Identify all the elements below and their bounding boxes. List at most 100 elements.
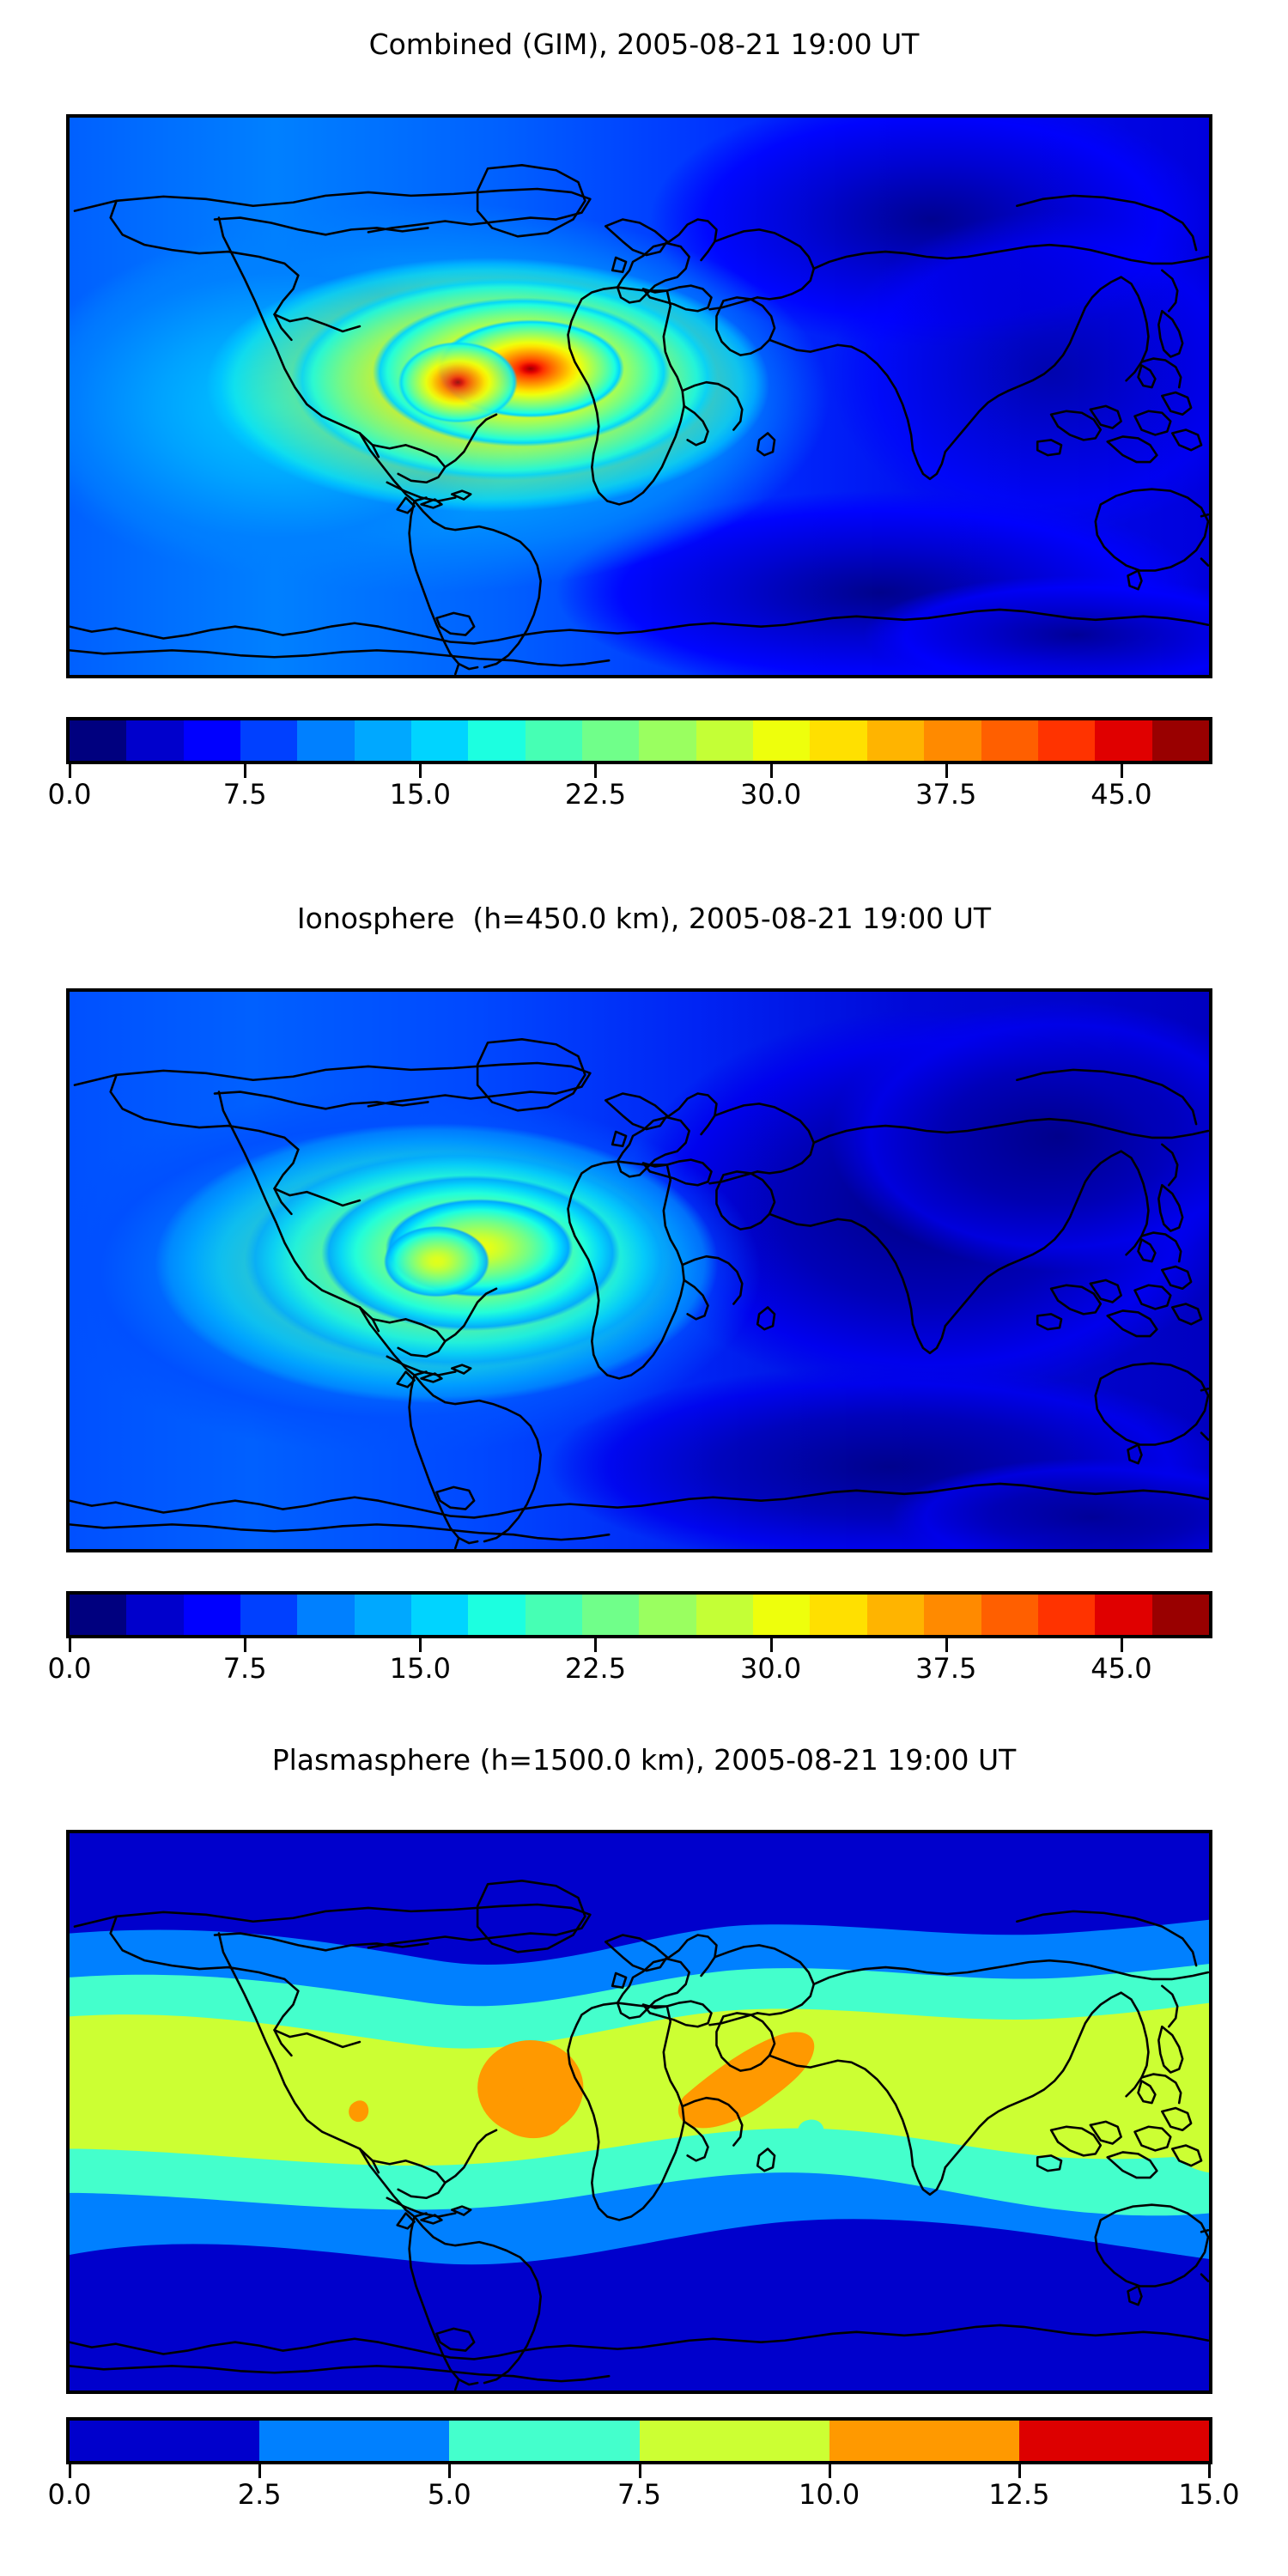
colorbar-tick-label-6: 15.0 (1178, 2478, 1240, 2511)
colorbar-tick-6 (1120, 1638, 1123, 1652)
colorbar-tick-label-6: 45.0 (1091, 1652, 1152, 1685)
colorbar-ticks-plasmasphere (66, 2464, 1212, 2478)
colorbar-segment-9 (582, 1595, 640, 1635)
colorbar-tick-label-4: 30.0 (739, 1652, 802, 1685)
colorbar-segment-18 (1095, 720, 1152, 761)
panel-combined-gim: Combined (GIM), 2005-08-21 19:00 UT (0, 0, 1288, 859)
colorbar-segment-13 (810, 1595, 867, 1635)
colorbar-segment-19 (1151, 720, 1209, 761)
colorbar-tick-2 (419, 764, 422, 778)
colorbar-tick-label-4: 10.0 (799, 2478, 860, 2511)
panel-ionosphere: Ionosphere (h=450.0 km), 2005-08-21 19:0… (0, 859, 1288, 1717)
colorbar-segment-1 (259, 2421, 450, 2461)
colorbar-segment-3 (240, 1595, 298, 1635)
map-ionosphere[interactable] (66, 988, 1212, 1552)
colorbar-gradient-ionosphere[interactable] (66, 1591, 1212, 1638)
colorbar-segment-15 (924, 720, 981, 761)
colorbar-combined: 0.0 7.5 15.0 22.5 30.0 37.5 45.0 (48, 717, 1212, 816)
colorbar-tick-label-4: 30.0 (739, 778, 802, 811)
colorbar-segment-5 (354, 720, 412, 761)
colorbar-tick-6 (1208, 2464, 1211, 2478)
colorbar-segment-12 (753, 720, 811, 761)
colorbar-segment-2 (183, 1595, 241, 1635)
colorbar-tick-6 (1120, 764, 1123, 778)
colorbar-segment-7 (468, 720, 526, 761)
colorbar-tick-label-0: 0.0 (47, 1652, 92, 1685)
colorbar-ionosphere: 0.0 7.5 15.0 22.5 30.0 37.5 45.0 (48, 1591, 1212, 1690)
colorbar-segment-10 (639, 720, 696, 761)
colorbar-segment-16 (981, 1595, 1038, 1635)
colorbar-segment-12 (753, 1595, 811, 1635)
colorbar-segment-3 (639, 2421, 829, 2461)
colorbar-tick-label-2: 15.0 (389, 1652, 451, 1685)
colorbar-gradient-plasmasphere[interactable] (66, 2417, 1212, 2464)
colorbar-tick-3 (594, 764, 598, 778)
colorbar-labels-ionosphere: 0.0 7.5 15.0 22.5 30.0 37.5 45.0 (48, 1652, 1212, 1690)
colorbar-segment-9 (582, 720, 640, 761)
colorbar-tick-1 (244, 764, 247, 778)
colorbar-segment-0 (70, 720, 127, 761)
colorbar-labels-plasmasphere: 0.0 2.5 5.0 7.5 10.0 12.5 15.0 (48, 2478, 1240, 2516)
colorbar-segment-5 (1018, 2421, 1209, 2461)
colorbar-segment-1 (126, 1595, 184, 1635)
panel-title-combined: Combined (GIM), 2005-08-21 19:00 UT (368, 27, 920, 61)
colorbar-segment-4 (297, 720, 355, 761)
colorbar-tick-4 (769, 764, 773, 778)
colorbar-segment-4 (829, 2421, 1019, 2461)
colorbar-segment-14 (866, 1595, 925, 1635)
colorbar-plasmasphere: 0.0 2.5 5.0 7.5 10.0 12.5 15.0 (48, 2417, 1240, 2516)
colorbar-tick-label-0: 0.0 (47, 778, 92, 811)
colorbar-tick-4 (769, 1638, 773, 1652)
colorbar-segment-10 (639, 1595, 696, 1635)
colorbar-tick-label-1: 7.5 (222, 1652, 267, 1685)
colorbar-tick-label-1: 7.5 (222, 778, 267, 811)
panel-title-plasmasphere: Plasmasphere (h=1500.0 km), 2005-08-21 1… (271, 1743, 1017, 1777)
colorbar-segment-4 (297, 1595, 355, 1635)
colorbar-segment-7 (468, 1595, 526, 1635)
colorbar-tick-label-3: 22.5 (564, 1652, 627, 1685)
colorbar-tick-0 (69, 764, 71, 778)
colorbar-segment-16 (981, 720, 1038, 761)
colorbar-gradient-combined[interactable] (66, 717, 1212, 764)
colorbar-tick-label-3: 7.5 (617, 2478, 661, 2511)
colorbar-tick-label-0: 0.0 (47, 2478, 92, 2511)
colorbar-segment-2 (449, 2421, 640, 2461)
colorbar-tick-3 (594, 1638, 598, 1652)
colorbar-tick-2 (448, 2464, 452, 2478)
colorbar-segment-6 (411, 1595, 469, 1635)
colorbar-tick-label-2: 5.0 (427, 2478, 471, 2511)
map-combined-gim[interactable] (66, 114, 1212, 678)
colorbar-tick-label-5: 37.5 (915, 778, 977, 811)
panel-plasmasphere: Plasmasphere (h=1500.0 km), 2005-08-21 1… (0, 1717, 1288, 2576)
colorbar-ticks-combined (66, 764, 1212, 778)
colorbar-segment-0 (70, 1595, 127, 1635)
colorbar-segment-17 (1037, 1595, 1096, 1635)
colorbar-segment-8 (525, 1595, 583, 1635)
colorbar-segment-0 (70, 2421, 260, 2461)
colorbar-segment-13 (810, 720, 867, 761)
colorbar-segment-3 (240, 720, 298, 761)
colorbar-segment-5 (354, 1595, 412, 1635)
tec-field-ionosphere (70, 992, 1209, 1549)
colorbar-segment-1 (126, 720, 184, 761)
colorbar-segment-19 (1151, 1595, 1209, 1635)
colorbar-tick-0 (69, 1638, 71, 1652)
colorbar-tick-1 (244, 1638, 247, 1652)
coastline-overlay-ionosphere (70, 992, 1209, 1549)
colorbar-tick-label-5: 12.5 (988, 2478, 1050, 2511)
colorbar-segment-11 (696, 720, 754, 761)
colorbar-tick-5 (945, 1638, 948, 1652)
colorbar-tick-0 (69, 2464, 71, 2478)
colorbar-segment-2 (183, 720, 241, 761)
colorbar-tick-label-2: 15.0 (389, 778, 451, 811)
colorbar-tick-3 (638, 2464, 641, 2478)
colorbar-tick-5 (1018, 2464, 1021, 2478)
colorbar-tick-4 (828, 2464, 831, 2478)
map-plasmasphere[interactable] (66, 1830, 1212, 2394)
coastline-overlay-combined (70, 118, 1209, 675)
colorbar-tick-label-1: 2.5 (237, 2478, 282, 2511)
colorbar-segment-11 (696, 1595, 754, 1635)
colorbar-tick-label-6: 45.0 (1091, 778, 1152, 811)
colorbar-tick-label-5: 37.5 (915, 1652, 977, 1685)
